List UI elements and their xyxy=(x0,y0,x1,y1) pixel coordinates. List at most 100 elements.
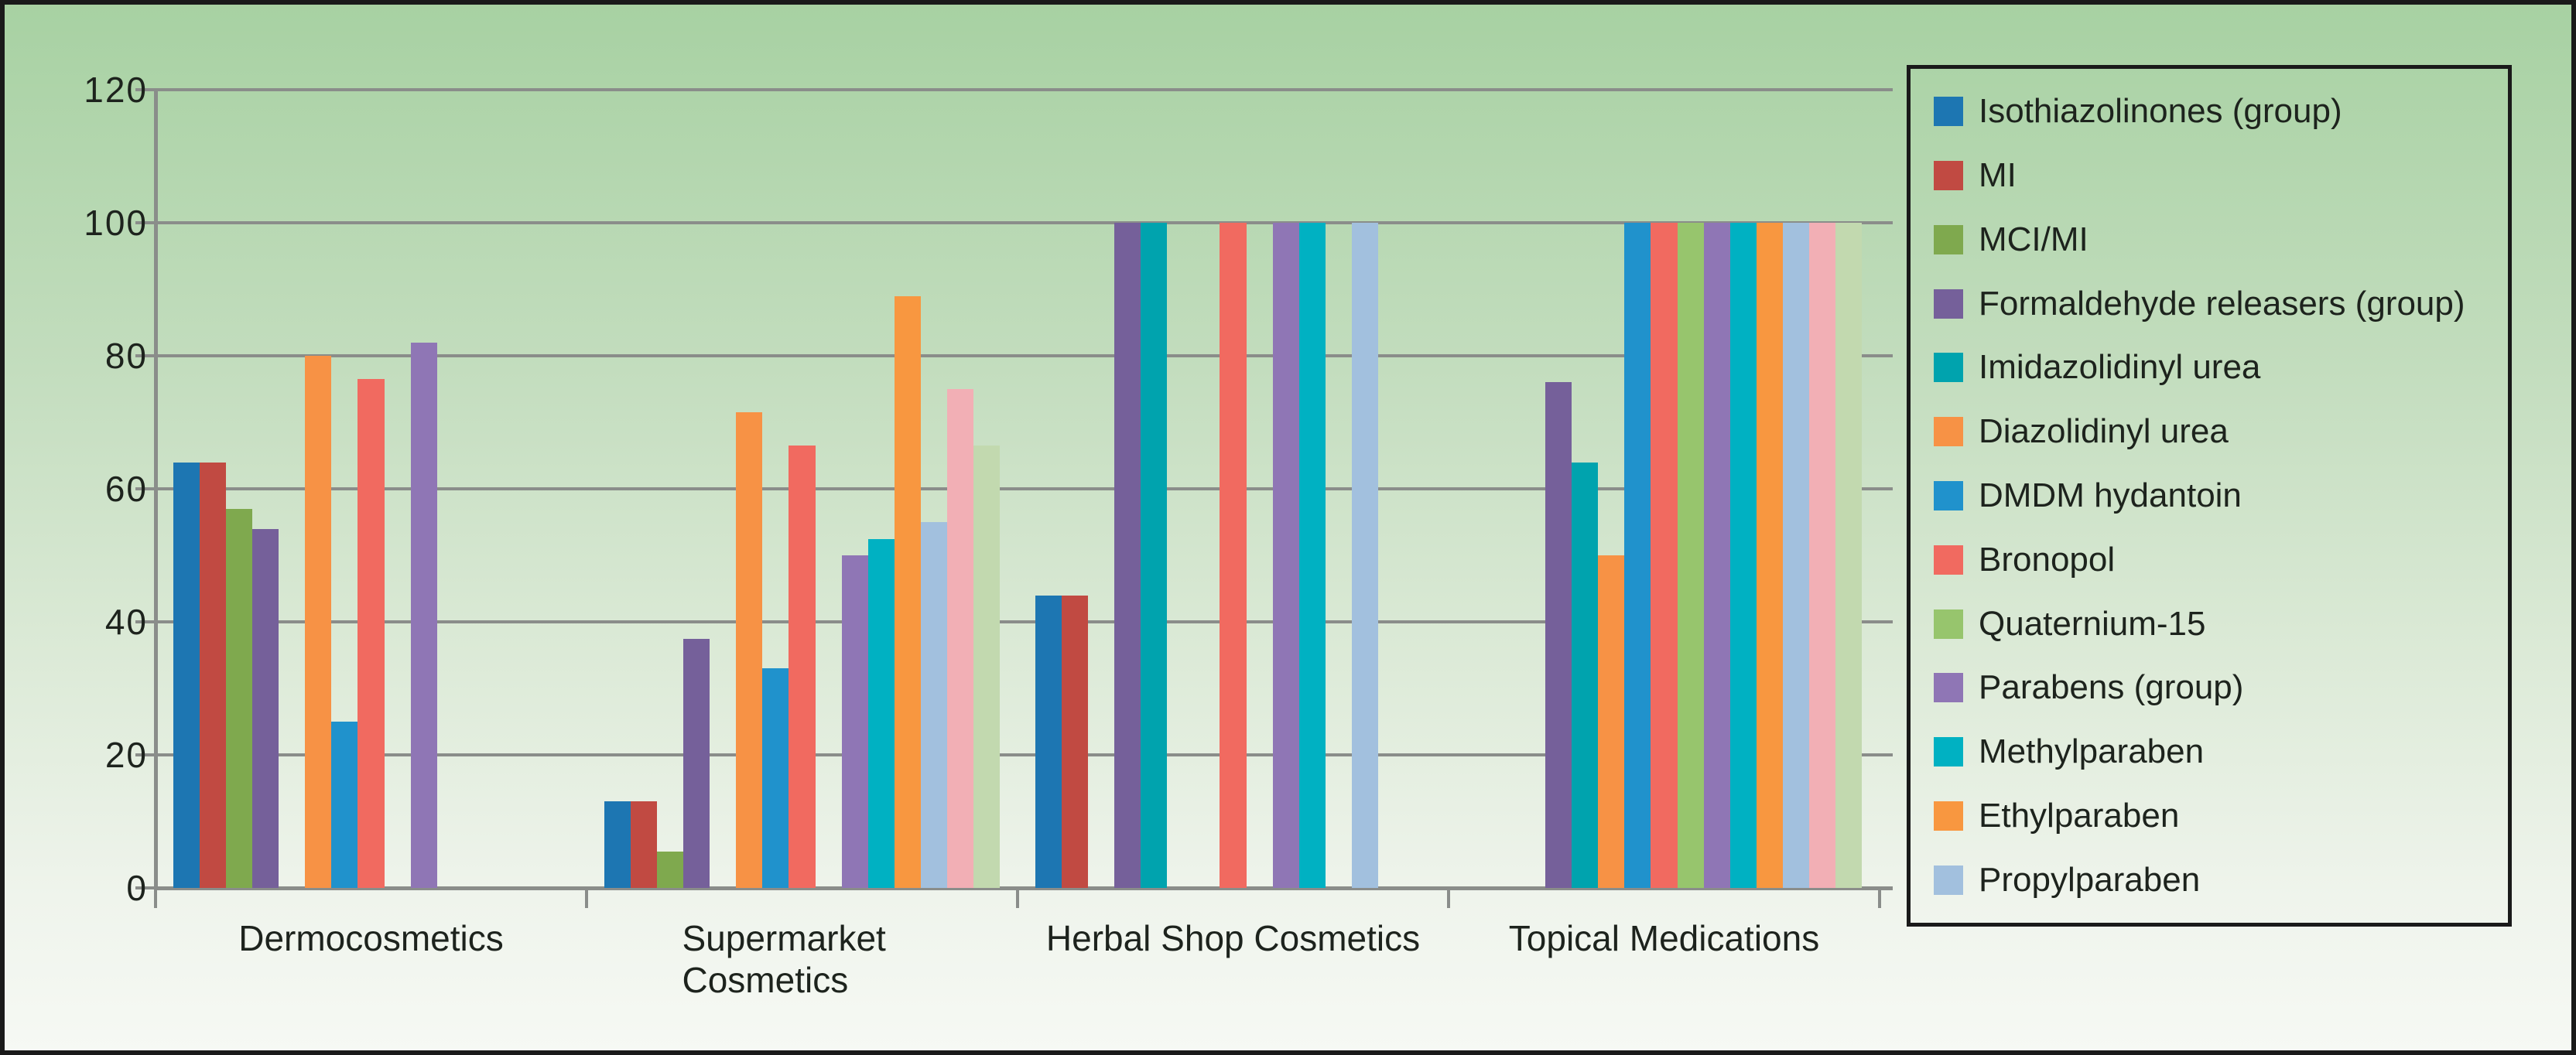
bar xyxy=(1677,223,1704,888)
bar xyxy=(604,801,631,888)
bar-slot xyxy=(1378,90,1404,888)
bar-slot xyxy=(789,90,816,888)
bar xyxy=(1782,223,1809,888)
bar-slot xyxy=(1466,90,1493,888)
bar-slot xyxy=(490,90,516,888)
bar-slot xyxy=(1493,90,1519,888)
bar xyxy=(1272,223,1299,888)
y-tick-label: 60 xyxy=(104,469,148,509)
legend-swatch-icon xyxy=(1934,97,1963,127)
gridline xyxy=(156,221,1893,224)
bar xyxy=(1729,223,1757,888)
legend-label: Bronopol xyxy=(1979,540,2116,579)
x-axis-baseline xyxy=(156,886,1893,890)
y-axis-tick xyxy=(135,354,156,357)
bar-slot xyxy=(200,90,227,888)
category-label: Topical Medications xyxy=(1508,918,1820,958)
y-tick-label: 100 xyxy=(84,203,148,243)
bar xyxy=(1835,223,1862,888)
bar-slot xyxy=(841,90,868,888)
bar-slot xyxy=(1729,90,1757,888)
bar xyxy=(357,379,385,888)
y-tick-label: 80 xyxy=(104,336,148,376)
bar-group xyxy=(587,90,1018,888)
legend-swatch-icon xyxy=(1934,353,1963,383)
bar-slot xyxy=(1677,90,1704,888)
x-axis-tick xyxy=(1016,888,1019,908)
bar xyxy=(1351,223,1378,888)
bar-slot xyxy=(657,90,684,888)
x-axis-tick xyxy=(1878,888,1881,908)
bar xyxy=(867,538,895,888)
legend-item: MI xyxy=(1934,156,2508,195)
y-tick-label: 120 xyxy=(84,70,148,110)
category-label: Supermarket Cosmetics xyxy=(682,918,886,1001)
legend-label: Diazolidinyl urea xyxy=(1979,412,2229,451)
bar-slot xyxy=(410,90,437,888)
legend-item: Bronopol xyxy=(1934,541,2508,579)
bar-slot xyxy=(894,90,921,888)
bar xyxy=(200,462,227,888)
bar xyxy=(1808,223,1835,888)
bar xyxy=(1114,223,1141,888)
gridline xyxy=(156,487,1893,490)
bar xyxy=(1756,223,1783,888)
bar-slot xyxy=(920,90,947,888)
legend-label: MCI/MI xyxy=(1979,220,2089,258)
bar xyxy=(252,528,279,888)
plot-grid: 0 20 40 60 80 100 120 xyxy=(84,70,1893,908)
y-axis-tick xyxy=(135,753,156,756)
bar xyxy=(1035,595,1062,888)
legend-item: DMDM hydantoin xyxy=(1934,476,2508,515)
legend-item: Imidazolidinyl urea xyxy=(1934,348,2508,387)
bar-slot xyxy=(1272,90,1299,888)
legend-label: Methylparaben xyxy=(1979,732,2205,771)
x-axis-tick xyxy=(1447,888,1450,908)
legend-label: MI xyxy=(1979,156,2017,195)
x-axis-tick xyxy=(154,888,157,908)
legend-item: MCI/MI xyxy=(1934,220,2508,259)
category-label: Dermocosmetics xyxy=(238,918,504,958)
bar-slot xyxy=(1247,90,1273,888)
bar-slot xyxy=(1835,90,1862,888)
bar-slot xyxy=(331,90,358,888)
bar xyxy=(410,342,437,888)
bar xyxy=(973,446,1000,888)
legend-item: Methylparaben xyxy=(1934,732,2508,771)
legend-swatch-icon xyxy=(1934,801,1963,831)
bar-slot xyxy=(226,90,253,888)
bar-slot xyxy=(305,90,332,888)
bar xyxy=(1598,555,1625,888)
bar-slot xyxy=(542,90,569,888)
legend-swatch-icon xyxy=(1934,737,1963,767)
bar-slot xyxy=(1326,90,1352,888)
legend: Isothiazolinones (group) MI MCI/MI Formalde… xyxy=(1907,65,2512,927)
legend-swatch-icon xyxy=(1934,289,1963,319)
bar xyxy=(920,522,947,888)
legend-swatch-icon xyxy=(1934,673,1963,703)
bar-slot xyxy=(279,90,305,888)
category-cell: Dermocosmetics xyxy=(156,917,587,1002)
bar-slot xyxy=(464,90,490,888)
category-cell: Supermarket Cosmetics xyxy=(587,917,1018,1002)
y-axis-tick xyxy=(135,487,156,490)
legend-label: Isothiazolinones (group) xyxy=(1979,92,2342,131)
legend-item: Isothiazolinones (group) xyxy=(1934,92,2508,131)
y-axis-tick xyxy=(135,620,156,623)
bar xyxy=(1298,223,1326,888)
bar-slot xyxy=(1572,90,1599,888)
bar xyxy=(331,722,358,888)
legend-item: Parabens (group) xyxy=(1934,668,2508,707)
bar-slot xyxy=(437,90,464,888)
legend-swatch-icon xyxy=(1934,480,1963,510)
y-tick-label: 0 xyxy=(126,868,148,908)
bar-slot xyxy=(1167,90,1193,888)
bar-slot xyxy=(816,90,842,888)
legend-swatch-icon xyxy=(1934,545,1963,575)
bar-slot xyxy=(1220,90,1247,888)
bar-slot xyxy=(1624,90,1651,888)
x-axis-category-labels: Dermocosmetics Supermarket Cosmetics Herba… xyxy=(156,917,1880,1002)
gridline xyxy=(156,88,1893,91)
x-axis-tick xyxy=(585,888,588,908)
bar-slot xyxy=(385,90,411,888)
